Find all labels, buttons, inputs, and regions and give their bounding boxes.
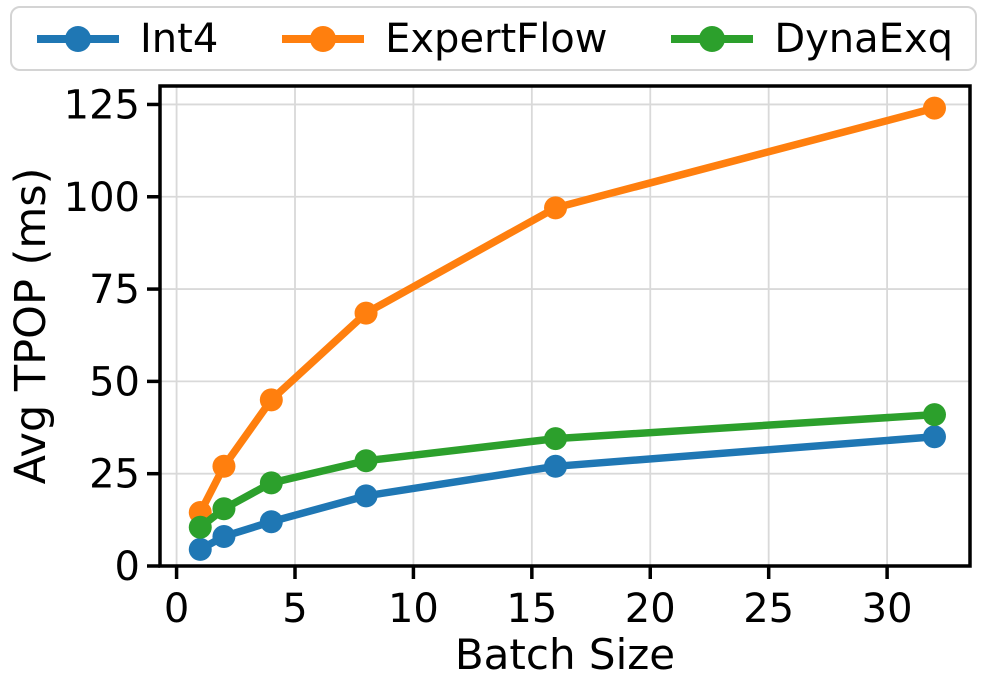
- legend-label-int4: Int4: [140, 15, 219, 62]
- x-tick-label: 30: [862, 586, 913, 632]
- x-tick-label: 10: [388, 586, 439, 632]
- y-tick-label: 100: [64, 175, 140, 221]
- data-point-expertflow: [544, 196, 568, 220]
- data-point-dynaexq: [212, 497, 236, 521]
- data-point-expertflow: [212, 454, 236, 478]
- expertflow-line-marker-icon: [282, 25, 365, 52]
- plot-frame: [158, 84, 972, 568]
- data-point-int4: [922, 425, 946, 449]
- x-axis-label: Batch Size: [455, 630, 675, 679]
- legend-item-dynaexq: DynaExq: [668, 19, 953, 59]
- x-tick-label: 5: [282, 586, 307, 632]
- data-point-expertflow: [259, 388, 283, 412]
- x-tick-label: 0: [164, 586, 189, 632]
- y-tick-label: 25: [89, 452, 140, 498]
- x-tick-label: 25: [743, 586, 794, 632]
- data-point-dynaexq: [922, 403, 946, 427]
- data-point-int4: [212, 524, 236, 548]
- int4-line-marker-icon: [37, 25, 119, 52]
- data-point-int4: [544, 454, 568, 478]
- legend-label-expertflow: ExpertFlow: [385, 15, 608, 62]
- y-tick-label: 0: [115, 544, 140, 590]
- data-point-dynaexq: [544, 427, 568, 451]
- y-tick-label: 75: [89, 267, 140, 313]
- data-point-int4: [354, 484, 378, 508]
- x-tick-label: 20: [625, 586, 676, 632]
- data-point-dynaexq: [188, 515, 212, 539]
- series-line-int4: [196, 433, 939, 554]
- legend-item-expertflow: ExpertFlow: [279, 15, 608, 62]
- data-point-expertflow: [354, 301, 378, 325]
- legend: Int4 ExpertFlow DynaExq: [10, 6, 977, 71]
- y-tick-label: 50: [89, 359, 140, 405]
- data-point-dynaexq: [259, 471, 283, 495]
- x-tick-label: 15: [506, 586, 557, 632]
- legend-item-int4: Int4: [34, 19, 218, 59]
- dynaexq-line-marker-icon: [671, 25, 754, 52]
- data-point-int4: [188, 537, 212, 561]
- legend-label-dynaexq: DynaExq: [774, 15, 953, 62]
- series-line-expertflow: [196, 104, 939, 517]
- y-axis-label: Avg TPOP (ms): [6, 168, 56, 485]
- data-point-int4: [259, 510, 283, 534]
- data-point-expertflow: [922, 96, 946, 120]
- y-tick-label: 125: [64, 82, 140, 128]
- data-point-dynaexq: [354, 449, 378, 473]
